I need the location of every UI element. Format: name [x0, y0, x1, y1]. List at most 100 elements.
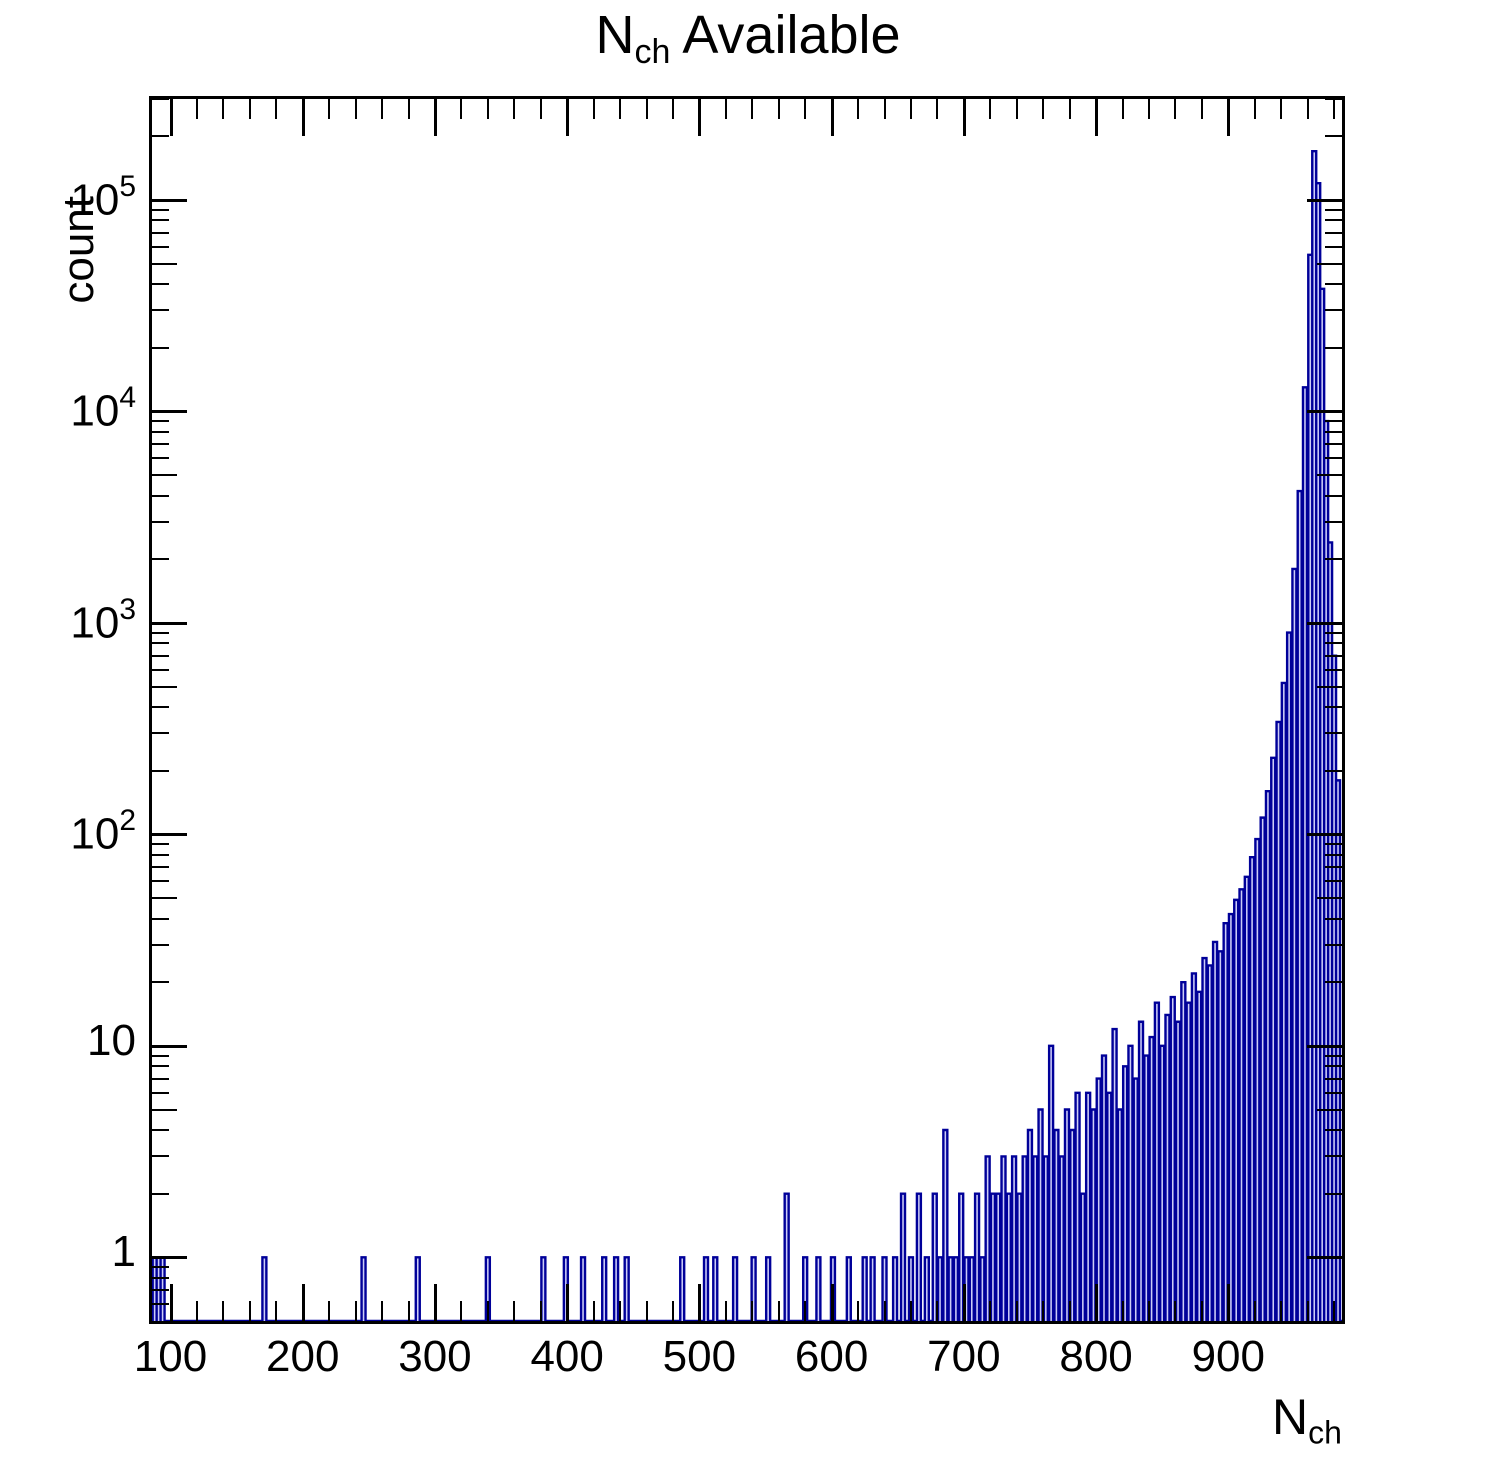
axis-tick — [1325, 347, 1345, 349]
axis-tick — [1325, 642, 1345, 644]
axis-tick — [1307, 1255, 1345, 1259]
axis-tick — [1122, 1301, 1124, 1321]
axis-tick — [1325, 880, 1345, 882]
axis-tick — [149, 843, 169, 845]
axis-tick — [149, 209, 169, 211]
x-axis-tick-label: 100 — [133, 1332, 208, 1381]
axis-tick — [1317, 686, 1345, 688]
axis-tick — [149, 443, 169, 445]
axis-tick — [1069, 99, 1071, 119]
axis-tick — [884, 1301, 886, 1321]
axis-tick — [275, 1301, 277, 1321]
axis-tick — [149, 1266, 169, 1268]
axis-tick — [725, 1301, 727, 1321]
axis-tick — [1174, 99, 1176, 119]
axis-tick — [249, 1301, 251, 1321]
axis-tick — [149, 1092, 169, 1094]
y-axis-tick-label: 102 — [70, 804, 136, 859]
axis-tick — [1042, 1301, 1044, 1321]
axis-tick — [1325, 866, 1345, 868]
axis-tick — [149, 457, 169, 459]
axis-tick — [1307, 99, 1309, 119]
axis-tick — [149, 1055, 169, 1057]
axis-tick — [149, 832, 187, 836]
axis-tick — [149, 309, 169, 311]
axis-tick — [910, 99, 912, 119]
axis-tick — [1325, 854, 1345, 856]
axis-tick — [565, 1284, 569, 1324]
axis-tick — [830, 96, 834, 136]
axis-tick — [1325, 457, 1345, 459]
axis-tick — [1307, 409, 1345, 413]
axis-tick — [962, 96, 966, 136]
axis-tick — [1325, 558, 1345, 560]
axis-tick — [196, 1301, 198, 1321]
x-axis-tick-label: 800 — [1059, 1332, 1133, 1381]
y-axis-tick-label: 105 — [70, 169, 136, 225]
axis-tick — [1317, 897, 1345, 899]
axis-tick — [381, 99, 383, 119]
axis-tick — [936, 99, 938, 119]
axis-tick — [1201, 1301, 1203, 1321]
axis-tick — [149, 866, 169, 868]
axis-tick — [149, 232, 169, 234]
axis-tick — [149, 669, 169, 671]
axis-tick — [381, 1301, 383, 1321]
axis-tick — [1333, 99, 1335, 119]
axis-tick — [1280, 99, 1282, 119]
axis-tick — [1325, 209, 1345, 211]
axis-tick — [725, 99, 727, 119]
axis-tick — [1201, 99, 1203, 119]
axis-tick — [328, 99, 330, 119]
axis-tick — [149, 897, 177, 899]
axis-tick — [355, 99, 357, 119]
axis-tick — [149, 1109, 177, 1111]
axis-tick — [149, 1289, 169, 1291]
axis-tick — [487, 1301, 489, 1321]
axis-tick — [149, 770, 169, 772]
axis-tick — [149, 706, 169, 708]
axis-tick — [149, 1044, 187, 1048]
axis-tick — [697, 1284, 701, 1324]
axis-tick — [1325, 944, 1345, 946]
histogram-svg — [152, 99, 1342, 1321]
axis-tick — [1325, 1065, 1345, 1067]
axis-tick — [1325, 431, 1345, 433]
axis-tick — [910, 1301, 912, 1321]
chart-title-main: N — [595, 5, 635, 65]
axis-tick — [1325, 443, 1345, 445]
axis-tick — [1307, 621, 1345, 625]
axis-tick — [149, 219, 169, 221]
axis-tick — [196, 99, 198, 119]
axis-tick — [249, 99, 251, 119]
axis-tick — [149, 1078, 169, 1080]
axis-tick — [1254, 1301, 1256, 1321]
axis-tick — [149, 1277, 169, 1279]
axis-tick — [830, 1284, 834, 1324]
chart-title: Nch Available — [0, 4, 1496, 72]
axis-tick — [936, 1301, 938, 1321]
axis-tick — [1016, 1301, 1018, 1321]
axis-tick — [1325, 1129, 1345, 1131]
axis-tick — [1325, 632, 1345, 634]
axis-tick — [619, 99, 621, 119]
axis-tick — [1325, 732, 1345, 734]
axis-tick — [1325, 1055, 1345, 1057]
axis-tick — [1094, 1284, 1098, 1324]
axis-tick — [460, 99, 462, 119]
axis-tick — [672, 1301, 674, 1321]
axis-tick — [1148, 99, 1150, 119]
axis-tick — [149, 1129, 169, 1131]
axis-tick — [301, 96, 305, 136]
axis-tick — [460, 1301, 462, 1321]
axis-tick — [1226, 96, 1230, 136]
x-axis-tick-label: 400 — [530, 1332, 604, 1381]
axis-tick — [1307, 1044, 1345, 1048]
axis-tick — [1325, 232, 1345, 234]
axis-tick — [1042, 99, 1044, 119]
axis-tick — [1094, 96, 1098, 136]
axis-tick — [222, 99, 224, 119]
x-axis-tick-label: 500 — [662, 1332, 737, 1381]
axis-tick — [149, 621, 187, 625]
